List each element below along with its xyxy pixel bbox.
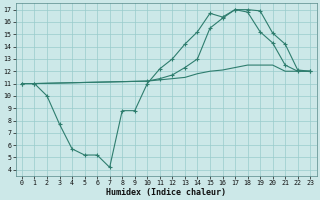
- X-axis label: Humidex (Indice chaleur): Humidex (Indice chaleur): [106, 188, 226, 197]
